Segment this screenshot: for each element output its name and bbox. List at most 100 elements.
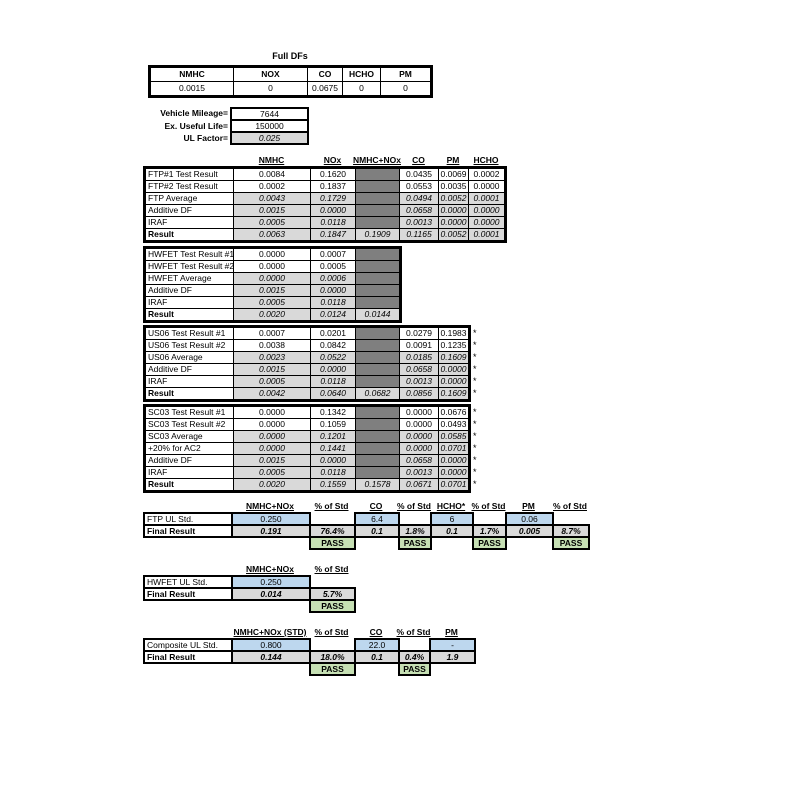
row-label: Additive DF — [145, 284, 234, 297]
table-row: Final Result 0.014 5.7% — [143, 587, 356, 601]
calculated-cell: 0.0000 — [438, 466, 469, 479]
column-header-label: % of Std — [397, 501, 431, 511]
row-label: SC03 Test Result #1 — [145, 406, 234, 419]
empty-cell — [232, 537, 310, 549]
footnote-asterisk: * — [473, 376, 477, 386]
column-header-label: % of Std — [314, 564, 349, 574]
final-result-cell: 1.9 — [429, 650, 476, 664]
blocked-cell — [355, 180, 400, 193]
empty-cell — [355, 537, 399, 549]
empty-cell — [399, 639, 430, 651]
value-cell: 0.0000 — [233, 248, 311, 261]
calculated-cell: 0.0000 — [438, 216, 469, 229]
sc03-results-table: * * * * * * * SC03 Test Result #1 0.0000 0.1342 0.… — [143, 404, 477, 493]
table-row: +20% for AC2 0.0000 0.1441 0.0000 0.0701 — [145, 442, 469, 455]
footnote-asterisk: * — [473, 467, 477, 477]
row-label: IRAF — [145, 216, 234, 229]
blocked-cell — [355, 204, 400, 217]
pass-badge: PASS — [309, 536, 356, 550]
column-header-label: PM — [446, 155, 460, 165]
table-row: Result 0.0020 0.1559 0.1578 0.0671 0.0701 — [145, 478, 469, 491]
calculated-cell: 0.0682 — [355, 387, 400, 400]
vehicle-info-label: Ex. Useful Life= — [164, 120, 228, 131]
calculated-cell: 0.0013 — [399, 216, 439, 229]
calculated-cell: 0.0000 — [438, 204, 469, 217]
calculated-cell: 0.0000 — [233, 272, 311, 285]
calculated-cell: 0.0006 — [310, 272, 356, 285]
calculated-cell: 0.0020 — [233, 478, 311, 491]
calculated-cell: 0.0015 — [233, 204, 311, 217]
table-row: Result 0.0063 0.1847 0.1909 0.1165 0.0052 0.00… — [145, 228, 505, 241]
standard-value-cell: 6 — [430, 512, 474, 526]
table-row: IRAF 0.0005 0.0118 0.0013 0.0000 0.0000 — [145, 216, 505, 229]
final-result-cell: 1.7% — [472, 524, 507, 538]
calculated-cell: 0.0000 — [438, 363, 469, 376]
calculated-cell: 0.0000 — [310, 284, 356, 297]
row-label: Result — [145, 308, 234, 321]
row-label: Additive DF — [145, 363, 234, 376]
table-row: SC03 Test Result #1 0.0000 0.1342 0.0000 0.0… — [145, 406, 469, 419]
calculated-cell: 0.0000 — [468, 204, 505, 217]
row-label: SC03 Test Result #2 — [145, 418, 234, 431]
empty-cell — [232, 663, 310, 675]
emissions-column-headers: NMHC NOx NMHC+NOx CO PM HCHO — [233, 154, 504, 166]
column-header: PM — [380, 67, 431, 82]
column-header-label: CO — [369, 627, 383, 637]
value-cell: 0.0000 — [233, 260, 311, 273]
table-row: US06 Test Result #2 0.0038 0.0842 0.0091 0.1… — [145, 339, 469, 352]
empty-cell — [355, 663, 399, 675]
calculated-cell: 0.0042 — [233, 387, 311, 400]
calculated-cell: 0.0585 — [438, 430, 469, 443]
table-row: FTP#2 Test Result 0.0002 0.1837 0.0553 0.003… — [145, 180, 505, 193]
footnote-asterisk: * — [473, 479, 477, 489]
column-header-label: % of Std — [396, 627, 431, 637]
row-label: FTP#1 Test Result — [145, 168, 234, 181]
calculated-cell: 0.0671 — [399, 478, 439, 491]
value-cell: 0.0091 — [399, 339, 439, 352]
column-header-label: CO — [369, 501, 383, 511]
row-label: US06 Test Result #1 — [145, 327, 234, 340]
table-row: Additive DF 0.0015 0.0000 — [145, 284, 400, 297]
calculated-cell: 0.0640 — [310, 387, 356, 400]
full-dfs-table: NMHC NOX CO HCHO PM 0.0015 0 0.0675 0 0 — [148, 65, 433, 98]
row-label: Final Result — [143, 587, 233, 601]
column-header-label: NMHC+NOx — [246, 501, 294, 511]
value-cell: 0.1837 — [310, 180, 356, 193]
blocked-cell — [355, 406, 400, 419]
row-label: IRAF — [145, 466, 234, 479]
calculated-cell: 0.0000 — [399, 442, 439, 455]
column-header-label: % of Std — [553, 501, 587, 511]
value-cell: 0.1235 — [438, 339, 469, 352]
empty-cell — [144, 537, 232, 549]
row-label: Additive DF — [145, 454, 234, 467]
calculated-cell: 0.0000 — [310, 454, 356, 467]
column-header: PM — [438, 154, 468, 166]
final-result-cell: 0.1 — [430, 524, 474, 538]
column-header: NOx — [310, 154, 355, 166]
row-label: Additive DF — [145, 204, 234, 217]
empty-cell — [310, 576, 355, 588]
blocked-cell — [355, 375, 400, 388]
footnote-asterisk: * — [473, 328, 477, 338]
column-header: NMHC — [233, 154, 310, 166]
table-row: Additive DF 0.0015 0.0000 0.0658 0.0000 — [145, 454, 469, 467]
value-cell: 0 — [342, 81, 381, 96]
footnote-asterisk: * — [473, 419, 477, 429]
calculated-cell: 0.0005 — [233, 466, 311, 479]
calculated-cell: 0.1201 — [310, 430, 356, 443]
table-row: HWFET Test Result #1 0.0000 0.0007 — [145, 248, 400, 261]
value-cell: 0.0201 — [310, 327, 356, 340]
final-result-cell: 0.005 — [505, 524, 554, 538]
value-cell: 0.1059 — [310, 418, 356, 431]
column-header-label: PM — [522, 501, 535, 511]
calculated-cell: 0.1165 — [399, 228, 439, 241]
value-cell: 0.0035 — [438, 180, 469, 193]
footnote-asterisk: * — [473, 388, 477, 398]
calculated-cell: 0.0701 — [438, 478, 469, 491]
calculated-cell: 0.0494 — [399, 192, 439, 205]
calculated-cell: 0.0118 — [310, 375, 356, 388]
table-row: Composite UL Std. 0.800 22.0 - — [143, 638, 476, 652]
empty-cell — [399, 513, 431, 525]
column-header: % of Std — [396, 626, 431, 638]
